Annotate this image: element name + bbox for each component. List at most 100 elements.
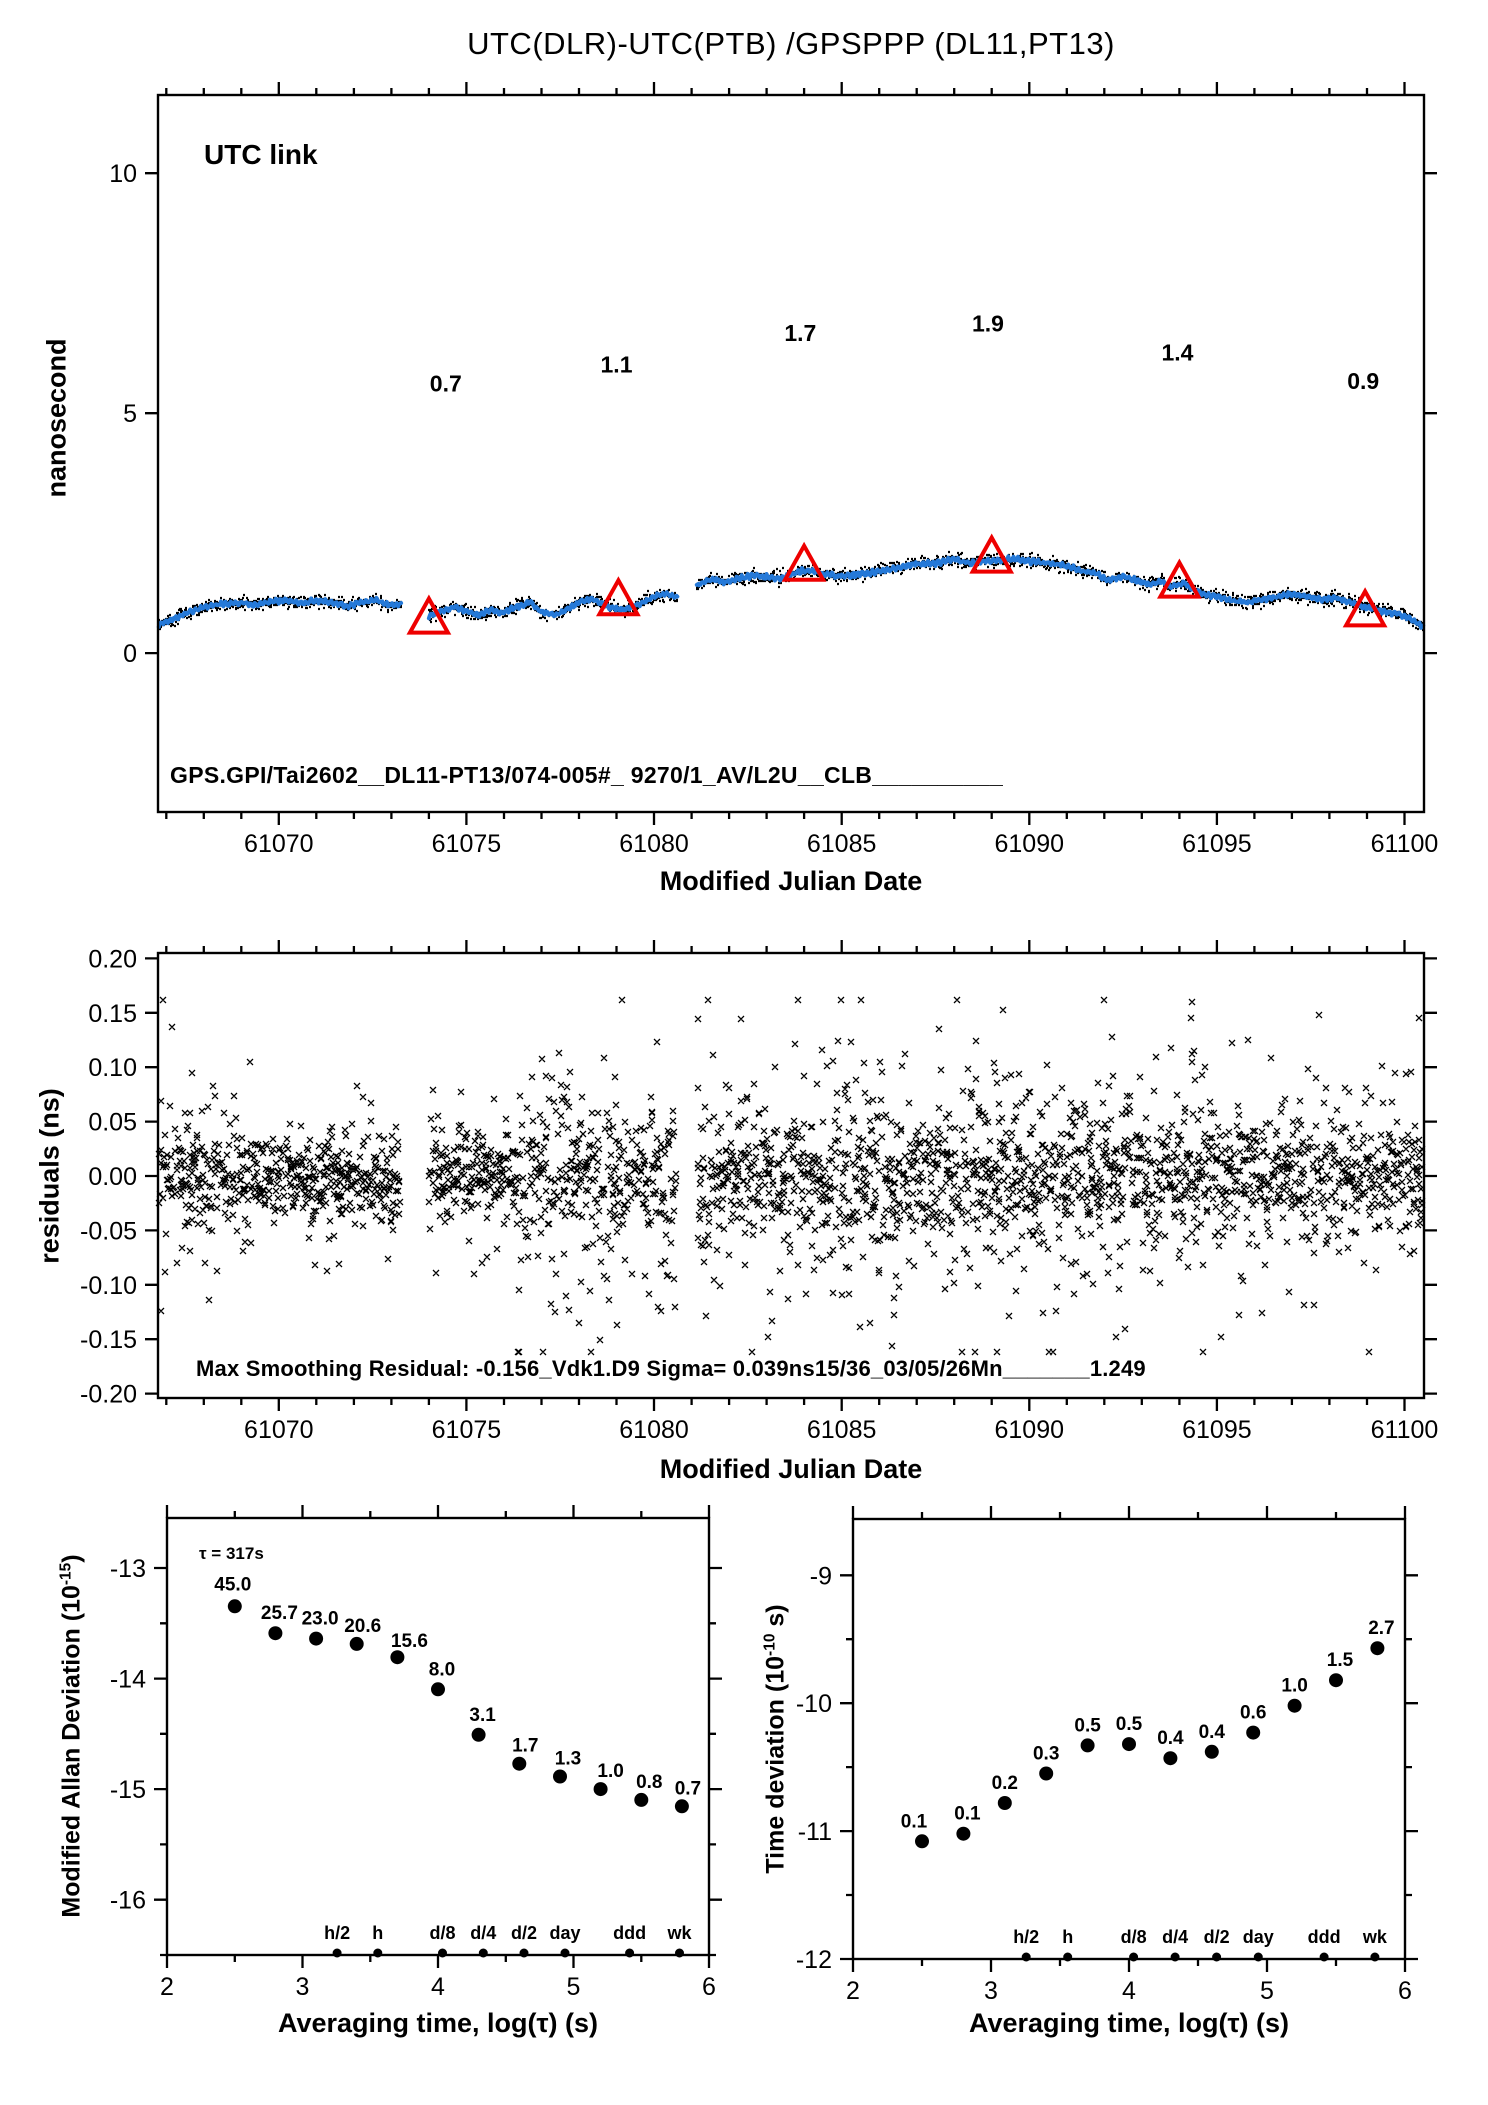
top-panel-y-tick-label: 10	[109, 160, 137, 188]
mdev-data-point	[593, 1782, 608, 1797]
tdev-x-tick-label: 3	[984, 1977, 998, 2005]
mdev-x-tick-label: 5	[567, 1973, 581, 2001]
mdev-data-point	[227, 1599, 242, 1614]
tdev-value-label: 2.7	[1368, 1618, 1394, 1639]
top-panel: 0.7 1.1 1.7 1.9 1.4 0.9	[156, 311, 1426, 635]
mdev-y-tick-label: -14	[110, 1666, 146, 1694]
tdev-data-point	[956, 1826, 971, 1841]
top-panel-x-tick-label: 61070	[244, 830, 314, 858]
calibration-value-label: 1.9	[972, 311, 1004, 337]
averaging-time-marker-label: d/8	[1121, 1927, 1147, 1947]
mdev-x-axis-title: Averaging time, log(τ) (s)	[277, 2008, 599, 2038]
utc-link-legend: UTC link	[204, 139, 318, 170]
calibration-value-label: 0.9	[1347, 368, 1379, 394]
mdev-value-label: 3.1	[469, 1705, 496, 1726]
residuals-panel-ticks	[145, 940, 1437, 1411]
residuals-panel-x-tick-label: 61090	[995, 1416, 1065, 1444]
mdev-x-tick-label: 3	[296, 1973, 310, 2001]
tdev-data-point	[1204, 1744, 1219, 1759]
residuals-panel-x-tick-label: 61100	[1371, 1416, 1439, 1444]
mdev-axes: 2 3 4 5 6 -13 -14 -15 -16	[110, 1505, 722, 2001]
tdev-value-label: 0.4	[1157, 1728, 1184, 1749]
tdev-ylabel-exponent: -10	[761, 1633, 779, 1656]
mdev-x-tick-label: 4	[431, 1973, 445, 2001]
tdev-y-tick-label: -9	[810, 1562, 832, 1590]
mdev-x-tick-label: 6	[702, 1973, 716, 2001]
mdev-data-point	[349, 1636, 364, 1651]
residuals-panel-y-tick-label: -0.10	[80, 1272, 137, 1300]
top-panel-x-tick-label: 61095	[1182, 830, 1252, 858]
residuals-panel-y-tick-label: 0.20	[88, 945, 137, 973]
top-panel-border	[156, 93, 1426, 814]
mdev-data-point	[471, 1727, 486, 1742]
mdev-data-point	[553, 1769, 567, 1784]
mdev-value-label: 0.8	[636, 1772, 662, 1793]
averaging-time-marker-label: ddd	[613, 1923, 646, 1943]
mdev-ylabel-exponent: -15	[57, 1562, 75, 1586]
mdev-value-label: 8.0	[429, 1659, 455, 1680]
residuals-panel-y-tick-label: -0.15	[80, 1326, 137, 1354]
top-panel-noise-band	[158, 550, 1424, 632]
residuals-panel-y-tick-label: 0.10	[88, 1054, 137, 1082]
top-panel-y-tick-label: 5	[123, 400, 137, 428]
top-panel-ticks	[145, 82, 1437, 825]
tdev-value-label: 0.1	[954, 1804, 981, 1825]
averaging-time-marker-label: wk	[1362, 1927, 1388, 1947]
tdev-value-label: 0.1	[901, 1811, 928, 1832]
residuals-y-axis-title: residuals (ns)	[34, 1088, 65, 1264]
mdev-y-tick-label: -16	[110, 1887, 146, 1915]
tdev-ticks	[840, 1506, 1418, 1972]
mdev-data-point	[309, 1631, 324, 1646]
mdev-value-label: 1.0	[597, 1761, 623, 1782]
tdev-x-tick-label: 2	[846, 1977, 860, 2005]
tdev-value-label: 0.4	[1199, 1722, 1226, 1743]
mdev-y-axis-title: Modified Allan Deviation (10-15)	[57, 1554, 86, 1917]
mdev-y-tick-label: -15	[110, 1776, 146, 1804]
calibration-value-label: 1.7	[784, 320, 816, 346]
calibration-triangle-marker	[1342, 587, 1388, 628]
calibration-triangle-marker	[969, 533, 1015, 574]
mdev-x-tick-label: 2	[160, 1973, 174, 2001]
top-panel-y-tick-label: 0	[123, 640, 137, 668]
tdev-x-tick-label: 6	[1398, 1977, 1412, 2005]
averaging-time-marker-label: ddd	[1308, 1927, 1341, 1947]
tdev-y-tick-label: -10	[796, 1690, 832, 1718]
mdev-value-label: 15.6	[391, 1631, 428, 1652]
averaging-time-marker-label: h/2	[1013, 1927, 1039, 1947]
residuals-panel-x-tick-label: 61095	[1182, 1416, 1252, 1444]
top-panel-x-tick-label: 61090	[995, 830, 1065, 858]
mdev-value-label: 20.6	[344, 1616, 381, 1637]
tdev-x-tick-label: 5	[1260, 1977, 1274, 2005]
tdev-data-point	[1370, 1641, 1385, 1656]
residuals-panel-axes: 61070 61075 61080 61085 61090 61095 61100 0.20 0…	[80, 940, 1438, 1444]
calibration-value-label: 1.4	[1161, 339, 1193, 365]
mdev-data-point	[431, 1682, 445, 1697]
tdev-data-point	[1080, 1738, 1095, 1753]
tdev-value-label: 1.0	[1281, 1676, 1307, 1697]
top-panel-x-tick-label: 61100	[1371, 830, 1439, 858]
residuals-scatter-points	[155, 996, 1426, 1356]
tdev-value-label: 0.5	[1116, 1714, 1143, 1735]
tdev-data-point	[1246, 1725, 1261, 1740]
residuals-panel-x-tick-label: 61075	[432, 1416, 502, 1444]
tdev-ylabel-pre: Time deviation (10	[761, 1655, 790, 1874]
mdev-panel: 45.0 25.7 23.0 20.6 15.68.0 3.1 1.7 1.3 1.0 0.8 0.…	[214, 1574, 701, 1958]
residuals-panel-x-tick-label: 61070	[244, 1416, 314, 1444]
tdev-data-point	[1287, 1698, 1302, 1713]
tdev-border	[851, 1517, 1407, 1961]
residuals-annotation: Max Smoothing Residual: -0.156_Vdk1.D9 S…	[196, 1356, 1146, 1381]
top-x-axis-title: Modified Julian Date	[659, 866, 923, 896]
mdev-data-point	[268, 1626, 283, 1641]
top-panel-x-tick-label: 61080	[619, 830, 689, 858]
mdev-value-label: 1.7	[512, 1736, 538, 1757]
averaging-time-marker-label: d/2	[511, 1923, 537, 1943]
tdev-y-axis-title: Time deviation (10-10 s)	[761, 1604, 790, 1873]
residuals-panel-y-tick-label: -0.05	[80, 1217, 137, 1245]
tdev-value-label: 0.6	[1240, 1703, 1266, 1724]
mdev-value-label: 45.0	[214, 1574, 251, 1595]
mdev-data-point	[390, 1650, 405, 1665]
mdev-value-label: 0.7	[675, 1778, 701, 1799]
mdev-ylabel-pre: Modified Allan Deviation (10	[57, 1585, 86, 1918]
